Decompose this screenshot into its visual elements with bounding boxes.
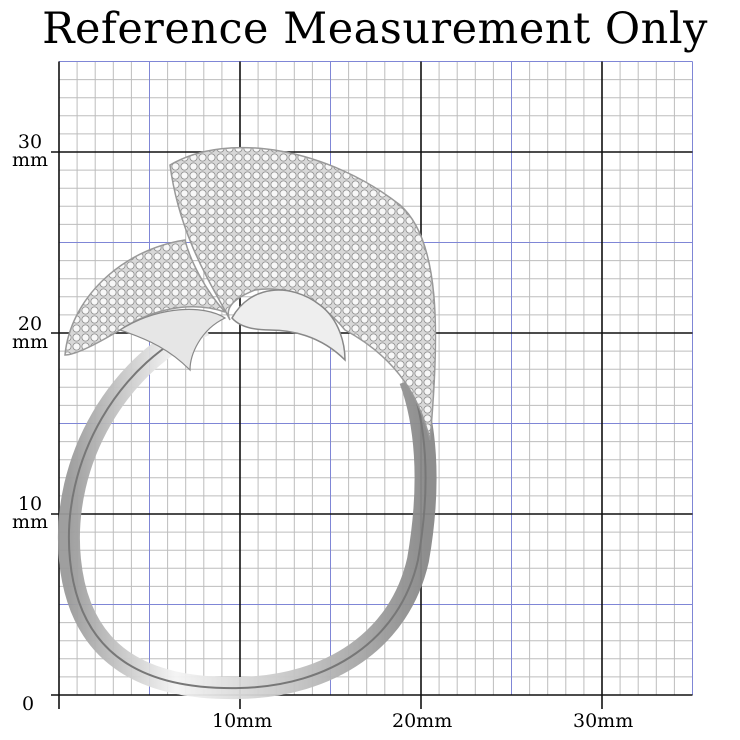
y-label-unit: mm bbox=[11, 331, 49, 353]
x-label-30mm: 30mm bbox=[573, 710, 634, 732]
y-label-number: 10 bbox=[17, 493, 43, 515]
y-label-unit: mm bbox=[11, 511, 49, 533]
y-label-20mm: 20 mm bbox=[8, 313, 52, 353]
x-label-10mm: 10mm bbox=[212, 710, 273, 732]
page-title: Reference Measurement Only bbox=[42, 4, 708, 54]
origin-label: 0 bbox=[22, 693, 35, 715]
y-label-unit: mm bbox=[11, 149, 49, 171]
x-label-20mm: 20mm bbox=[392, 710, 453, 732]
y-label-10mm: 10 mm bbox=[8, 493, 52, 533]
y-label-number: 20 bbox=[17, 313, 43, 335]
y-label-number: 30 bbox=[17, 131, 43, 153]
y-label-30mm: 30 mm bbox=[8, 131, 52, 171]
